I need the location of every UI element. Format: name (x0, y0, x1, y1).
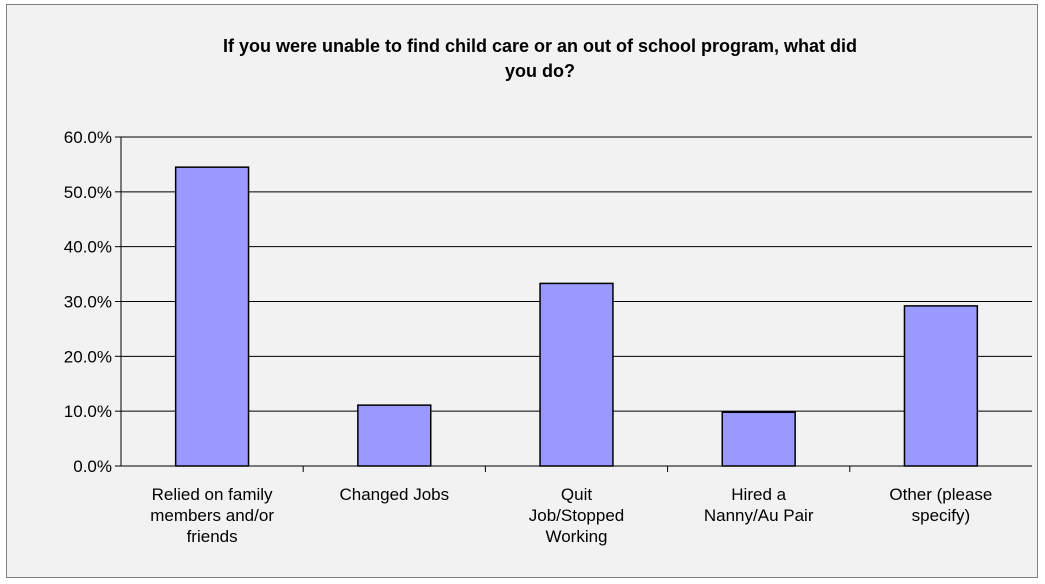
x-category-label: Hired a (731, 485, 786, 504)
y-tick-label: 50.0% (64, 183, 112, 202)
x-category-label: Other (please (889, 485, 992, 504)
x-category-label: Job/Stopped (529, 506, 624, 525)
bar (539, 282, 614, 467)
y-tick-label: 60.0% (64, 128, 112, 147)
x-category-label: members and/or (150, 506, 274, 525)
labels: 0.0% 10.0% 20.0% 30.0% 40.0% 50.0% 60.0% Relied… (64, 128, 993, 546)
y-tick-label: 0.0% (73, 457, 112, 476)
x-category-label: Nanny/Au Pair (704, 506, 814, 525)
y-tick-label: 30.0% (64, 293, 112, 312)
y-tick-label: 10.0% (64, 402, 112, 421)
y-tick-label: 20.0% (64, 347, 112, 366)
x-category-label: specify) (912, 506, 971, 525)
x-category-label: Quit (561, 485, 592, 504)
y-tick-label: 40.0% (64, 238, 112, 257)
chart-title-line-2: you do? (505, 61, 575, 81)
x-category-label: Changed Jobs (339, 485, 449, 504)
x-category-label: Relied on family (152, 485, 273, 504)
chart-title-line-1: If you were unable to find child care or… (223, 36, 857, 56)
bar (357, 404, 432, 467)
bar (903, 305, 979, 467)
bars (174, 166, 979, 467)
bar (721, 411, 796, 467)
x-category-label: Working (545, 527, 607, 546)
gridlines (121, 136, 1032, 412)
x-category-label: friends (187, 527, 238, 546)
bar (174, 166, 250, 467)
